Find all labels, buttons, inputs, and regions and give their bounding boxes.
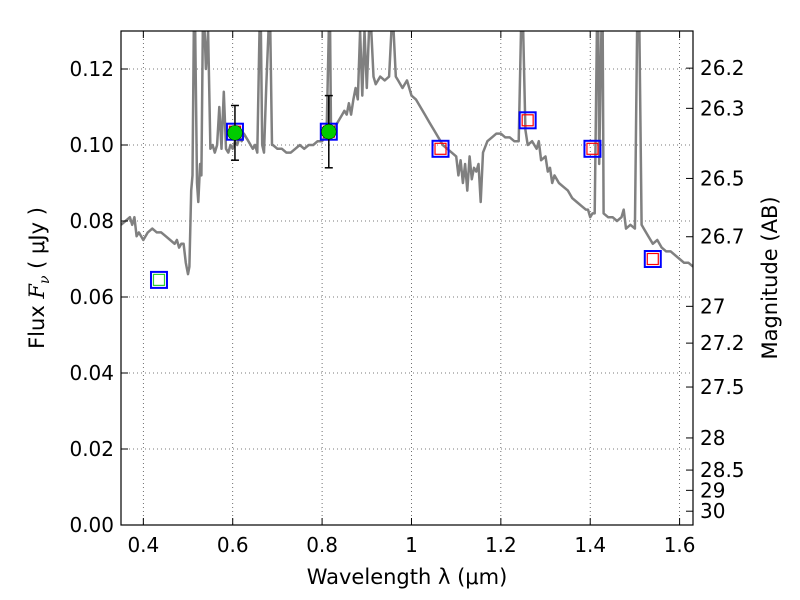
mag-tick-label: 27.5 xyxy=(700,375,745,399)
mag-tick-label: 26.7 xyxy=(700,225,745,249)
y-axis-label-units: ( μJy ) xyxy=(25,207,49,275)
mag-tick-label: 30 xyxy=(700,499,725,523)
observed-flux-point xyxy=(321,123,337,140)
model-flux-box xyxy=(643,250,662,268)
y-tick-label: 0.02 xyxy=(69,437,114,461)
grid-layer xyxy=(121,31,693,526)
y2-axis-label: Magnitude (AB) xyxy=(758,196,782,359)
x-tick-label: 0.8 xyxy=(306,533,338,557)
y-tick-label: 0.12 xyxy=(69,57,114,81)
y-axis-label-var: F xyxy=(25,283,49,300)
y-tick-label: 0.08 xyxy=(69,209,114,233)
axes-layer: 0.4 0.6 0.8 1 1.2 1.4 1.6 0.00 0.02 0.04 0.06 0.08 0… xyxy=(69,30,745,557)
x-tick-label: 1.6 xyxy=(664,533,696,557)
mag-tick-label: 26.2 xyxy=(700,56,745,80)
model-flux-inner-box xyxy=(434,142,447,155)
mag-tick-label: 26.5 xyxy=(700,166,745,190)
y-axis-label: Flux Fν ( μJy ) xyxy=(25,207,53,349)
mag-tick-label: 28.5 xyxy=(700,458,745,482)
mag-tick-label: 28 xyxy=(700,426,725,450)
model-flux-inner-box xyxy=(521,114,534,127)
y-axis-label-sub: ν xyxy=(37,275,53,284)
y-tick-label: 0.06 xyxy=(69,285,114,309)
y-axis-label-prefix: Flux xyxy=(25,299,49,349)
model-flux-box xyxy=(149,270,168,289)
mag-tick-label: 29 xyxy=(700,478,725,502)
plot-frame xyxy=(120,30,694,526)
observed-flux-point xyxy=(227,125,243,141)
x-tick-label: 0.4 xyxy=(127,533,159,557)
x-tick-label: 1.4 xyxy=(574,533,606,557)
x-axis-label: Wavelength λ (μm) xyxy=(307,565,508,589)
y-tick-label: 0.10 xyxy=(69,133,114,157)
model-flux-box xyxy=(518,111,537,130)
x-tick-label: 0.6 xyxy=(217,533,249,557)
y-tick-label: 0.00 xyxy=(69,513,114,537)
mag-tick-label: 27.2 xyxy=(700,331,745,355)
model-flux-box xyxy=(583,139,602,158)
x-tick-label: 1.2 xyxy=(485,533,517,557)
spectrum-line xyxy=(121,31,693,276)
x-tick-label: 1 xyxy=(405,533,418,557)
model-flux-inner-box xyxy=(152,273,166,286)
mag-tick-label: 27 xyxy=(700,294,725,318)
spectrum-layer xyxy=(121,31,693,276)
model-flux-inner-box xyxy=(586,142,599,155)
photometry-layer xyxy=(149,94,662,289)
model-flux-box xyxy=(431,139,450,158)
y-tick-label: 0.04 xyxy=(69,361,114,385)
model-flux-inner-box xyxy=(646,252,659,266)
plot-area xyxy=(121,31,693,289)
mag-tick-label: 26.3 xyxy=(700,96,745,120)
